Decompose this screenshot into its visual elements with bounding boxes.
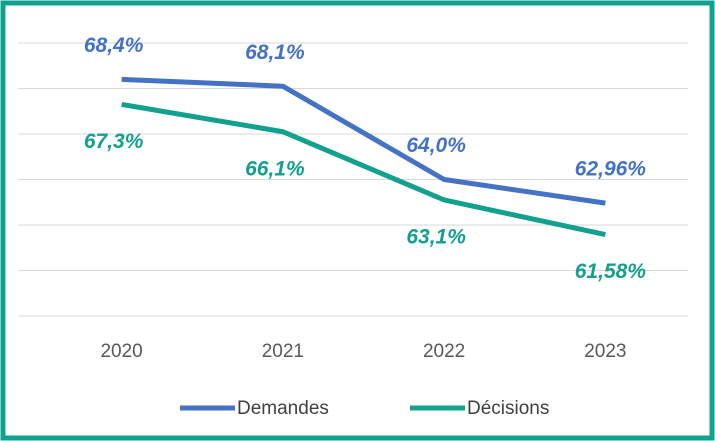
legend-label: Demandes (237, 398, 329, 419)
x-tick-label: 2020 (100, 341, 142, 362)
data-label: 61,58% (575, 260, 647, 283)
data-label: 63,1% (406, 226, 466, 249)
line-series (121, 101, 606, 237)
data-label: 68,1% (245, 41, 305, 64)
data-label: 66,1% (245, 157, 305, 180)
x-tick-label: 2023 (584, 341, 626, 362)
x-tick-label: 2021 (262, 341, 304, 362)
line-series (121, 76, 606, 206)
data-label: 64,0% (406, 134, 466, 157)
x-tick-label: 2022 (423, 341, 465, 362)
legend-label: Décisions (467, 398, 549, 419)
data-label: 67,3% (84, 130, 144, 153)
data-label: 68,4% (84, 34, 144, 57)
data-label: 62,96% (575, 158, 647, 181)
